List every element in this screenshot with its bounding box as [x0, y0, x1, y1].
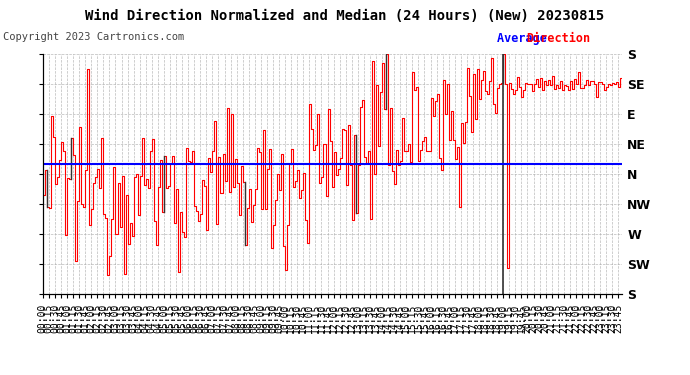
Text: Average: Average — [497, 32, 554, 45]
Text: Copyright 2023 Cartronics.com: Copyright 2023 Cartronics.com — [3, 32, 185, 42]
Text: Direction: Direction — [526, 32, 590, 45]
Text: Wind Direction Normalized and Median (24 Hours) (New) 20230815: Wind Direction Normalized and Median (24… — [86, 9, 604, 23]
